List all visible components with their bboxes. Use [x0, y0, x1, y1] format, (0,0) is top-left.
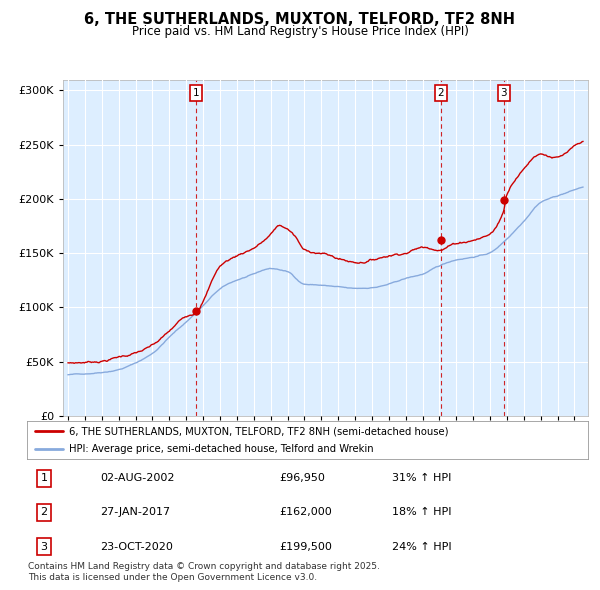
Text: 1: 1 [40, 473, 47, 483]
Text: Contains HM Land Registry data © Crown copyright and database right 2025.
This d: Contains HM Land Registry data © Crown c… [28, 562, 380, 582]
Text: £162,000: £162,000 [280, 507, 332, 517]
Text: 27-JAN-2017: 27-JAN-2017 [100, 507, 170, 517]
Text: 24% ↑ HPI: 24% ↑ HPI [392, 542, 451, 552]
Text: 31% ↑ HPI: 31% ↑ HPI [392, 473, 451, 483]
Text: 02-AUG-2002: 02-AUG-2002 [100, 473, 175, 483]
Text: 1: 1 [193, 88, 199, 98]
Text: Price paid vs. HM Land Registry's House Price Index (HPI): Price paid vs. HM Land Registry's House … [131, 25, 469, 38]
Text: £199,500: £199,500 [280, 542, 332, 552]
Text: £96,950: £96,950 [280, 473, 325, 483]
Text: 3: 3 [500, 88, 507, 98]
Text: 18% ↑ HPI: 18% ↑ HPI [392, 507, 451, 517]
Text: 6, THE SUTHERLANDS, MUXTON, TELFORD, TF2 8NH (semi-detached house): 6, THE SUTHERLANDS, MUXTON, TELFORD, TF2… [69, 426, 449, 436]
Text: HPI: Average price, semi-detached house, Telford and Wrekin: HPI: Average price, semi-detached house,… [69, 444, 374, 454]
Text: 3: 3 [40, 542, 47, 552]
Text: 6, THE SUTHERLANDS, MUXTON, TELFORD, TF2 8NH: 6, THE SUTHERLANDS, MUXTON, TELFORD, TF2… [85, 12, 515, 27]
Text: 23-OCT-2020: 23-OCT-2020 [100, 542, 173, 552]
Text: 2: 2 [437, 88, 444, 98]
Text: 2: 2 [40, 507, 47, 517]
